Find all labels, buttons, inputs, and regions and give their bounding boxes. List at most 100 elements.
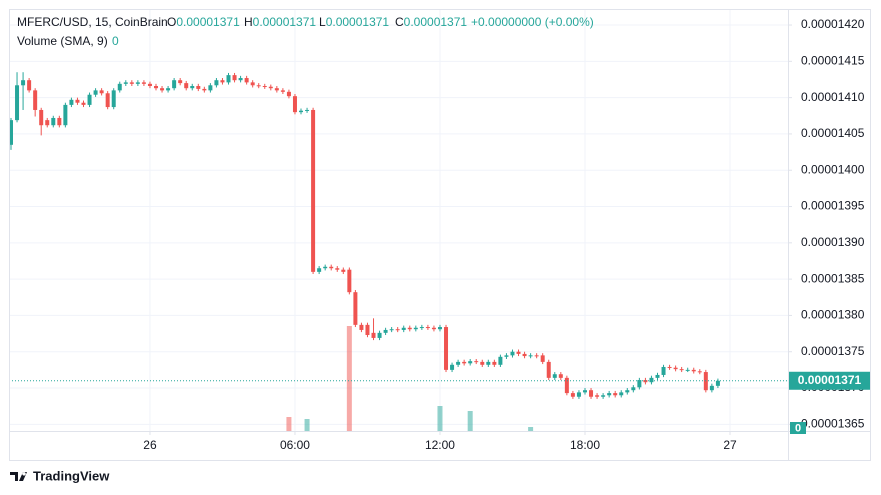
candle-body: [558, 374, 563, 378]
candle-body: [250, 82, 255, 86]
candle-body: [371, 332, 376, 338]
candle-body: [8, 120, 13, 145]
candle-layer: [8, 72, 720, 399]
candle-body: [33, 90, 38, 110]
ohlc-value: 0.00001371: [253, 15, 317, 29]
frame: [9, 9, 871, 461]
candle-body: [637, 380, 642, 388]
y-tick-label: 0.00001375: [801, 344, 865, 358]
y-tick-label: 0.00001395: [801, 199, 865, 213]
candle-body: [135, 82, 140, 84]
volume-label: Volume (SMA, 9): [17, 34, 108, 48]
y-tick-label: 0.00001420: [801, 17, 865, 31]
y-tick-label: 0.00001400: [801, 162, 865, 176]
grid-layer: [9, 10, 788, 431]
candle-body: [63, 104, 68, 126]
volume-value-box: [790, 422, 806, 434]
volume-bar: [304, 419, 310, 431]
x-tick-label: 12:00: [425, 438, 455, 452]
candle-body: [691, 369, 696, 372]
ohlc-item: L0.00001371: [319, 15, 389, 29]
ohlc-item: C0.00001371: [395, 15, 467, 29]
candle-body: [667, 366, 672, 368]
candle-body: [190, 86, 195, 89]
candle-body: [27, 80, 32, 91]
candle-body: [268, 86, 273, 89]
candle-body: [607, 393, 612, 396]
candle-body: [317, 268, 322, 272]
candle-body: [220, 80, 225, 83]
candle-body: [347, 269, 352, 293]
volume-bar: [467, 411, 473, 431]
y-tick-label: 0.00001410: [801, 90, 865, 104]
x-tick-label: 18:00: [570, 438, 600, 452]
candle-body: [401, 327, 406, 330]
brand: TradingView: [10, 468, 110, 483]
candle-body: [160, 88, 165, 91]
ohlc-value: 0.00001371: [176, 15, 240, 29]
candle-body: [280, 90, 285, 92]
candle-body: [595, 395, 600, 397]
candle-body: [147, 83, 152, 87]
candle-body: [292, 96, 297, 113]
candle-body: [154, 86, 159, 89]
candle-body: [534, 355, 539, 357]
candle-body: [232, 75, 237, 81]
candle-body: [673, 367, 678, 370]
candle-body: [540, 355, 545, 362]
candle-body: [437, 327, 442, 330]
candle-body: [480, 361, 485, 365]
candle-body: [129, 82, 134, 84]
candle-body: [117, 83, 122, 91]
candle-body: [21, 80, 26, 86]
y-tick-label: 0.00001405: [801, 126, 865, 140]
candle-body: [329, 266, 334, 269]
candle-body: [564, 377, 569, 394]
candle-body: [178, 80, 183, 84]
volume-layer: [286, 326, 534, 431]
x-tick-label: 06:00: [280, 438, 310, 452]
last-price-label: 0.00001371: [798, 373, 862, 387]
candle-body: [468, 361, 473, 364]
candle-body: [456, 361, 461, 365]
y-tick-label: 0.00001385: [801, 271, 865, 285]
candle-body: [582, 390, 587, 393]
candle-body: [631, 387, 636, 391]
candle-body: [323, 266, 328, 269]
ohlc-label: L: [319, 15, 326, 29]
candle-body: [504, 355, 509, 357]
candle-body: [685, 369, 690, 371]
candle-body: [419, 327, 424, 329]
candle-body: [528, 355, 533, 357]
legend: MFERC/USD, 15, CoinBrain Volume (SMA, 9)…: [17, 15, 594, 48]
candle-body: [383, 329, 388, 333]
candle-body: [105, 93, 110, 108]
candle-body: [365, 324, 370, 336]
candle-body: [498, 356, 503, 365]
candle-body: [69, 99, 74, 105]
y-tick-label: 0.00001365: [801, 416, 865, 430]
candle-body: [407, 327, 412, 330]
candle-body: [39, 109, 44, 126]
candle-body: [111, 90, 116, 108]
candle-body: [244, 78, 249, 83]
ohlc-label: C: [395, 15, 404, 29]
brand-name: TradingView: [33, 468, 110, 483]
volume-bar: [528, 427, 534, 431]
candle-body: [450, 364, 455, 370]
candle-body: [715, 380, 720, 386]
volume-bar: [346, 326, 352, 431]
ohlc-value: 0.00001371: [404, 15, 468, 29]
candle-body: [238, 78, 243, 81]
candle-body: [649, 377, 654, 383]
candle-body: [510, 351, 515, 356]
candle-body: [93, 90, 98, 95]
candle-body: [341, 269, 346, 272]
candle-body: [462, 361, 467, 364]
ohlc-value: 0.00001371: [326, 15, 390, 29]
candle-body: [395, 329, 400, 331]
candle-body: [81, 102, 86, 105]
candle-body: [486, 361, 491, 365]
